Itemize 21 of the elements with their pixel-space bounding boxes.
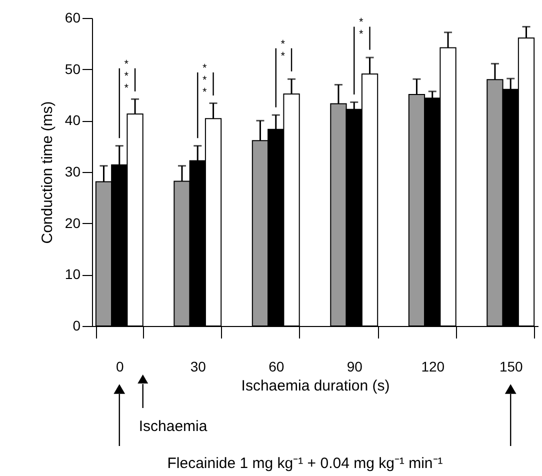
x-tick-label: 120 bbox=[421, 358, 445, 374]
text: Flecainide 1 mg kg⁻¹ + 0.04 mg kg⁻¹ min⁻¹ bbox=[167, 455, 443, 472]
y-tick-label: 30 bbox=[64, 164, 81, 180]
y-tick-label: 0 bbox=[72, 318, 81, 334]
x-tick-label: 30 bbox=[190, 358, 206, 374]
y-tick-label: 20 bbox=[64, 214, 81, 231]
y-axis-title: Conduction time (ms) bbox=[38, 101, 56, 244]
text: Ischaemia bbox=[138, 418, 208, 435]
y-tick-label: 40 bbox=[64, 112, 81, 128]
annotation: ** bbox=[358, 16, 364, 41]
x-axis-title: Ischaemia duration (s) bbox=[241, 378, 390, 394]
y-tick-label: 10 bbox=[64, 266, 81, 282]
x-tick-label: 90 bbox=[346, 358, 363, 374]
y-tick-label: 50 bbox=[64, 60, 81, 77]
annotation: *** bbox=[202, 62, 208, 98]
x-tick-label: 60 bbox=[268, 358, 284, 374]
x-tick-label: 150 bbox=[499, 358, 524, 374]
annotation: ** bbox=[280, 38, 286, 62]
annotation: *** bbox=[124, 58, 130, 94]
y-tick-label: 60 bbox=[64, 10, 81, 26]
x-tick-label: 0 bbox=[116, 358, 124, 374]
